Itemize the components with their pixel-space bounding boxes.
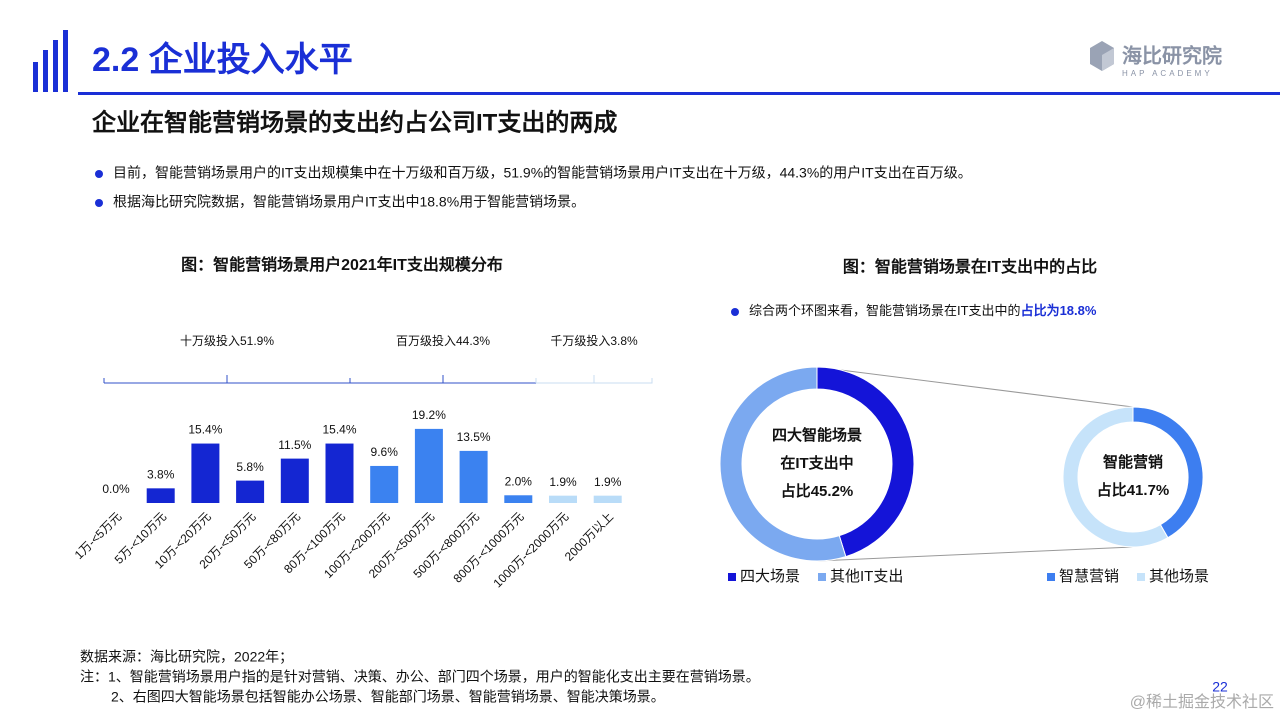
bullet-dot <box>95 199 103 207</box>
bullet-dot <box>95 170 103 178</box>
value-label: 5.8% <box>236 460 264 474</box>
note-text: 综合两个环图来看，智能营销场景在IT支出中的 <box>749 303 1021 318</box>
group-bracket <box>535 375 653 384</box>
bullet: 根据海比研究院数据，智能营销场景用户IT支出中18.8%用于智能营销场景。 <box>113 194 585 210</box>
value-label: 1.9% <box>594 475 622 489</box>
group-bracket <box>103 375 351 384</box>
center-label: 四大智能场景 <box>772 426 862 444</box>
chart-title: 图：智能营销场景在IT支出中的占比 <box>843 257 1097 276</box>
x-tick-label: 1000万-<2000万元 <box>490 509 571 590</box>
value-label: 0.0% <box>102 482 130 496</box>
legend-label: 四大场景 <box>740 568 800 585</box>
legend-swatch <box>728 573 736 581</box>
section-title: 2.2 企业投入水平 <box>92 40 353 79</box>
source: 数据来源：海比研究院，2022年； <box>80 649 293 666</box>
page-number: 22 <box>1212 679 1228 695</box>
logo: 海比研究院 <box>1122 43 1222 67</box>
footnote: 2、右图四大智能场景包括智能办公场景、智能部门场景、智能营销场景、智能决策场景。 <box>111 689 665 705</box>
legend-swatch <box>818 573 826 581</box>
footnote: 注：1、智能营销场景用户指的是针对营销、决策、办公、部门四个场景，用户的智能化支… <box>80 669 760 685</box>
group-label: 百万级投入44.3% <box>396 333 490 348</box>
header-rule <box>78 92 1280 95</box>
center-label: 占比45.2% <box>781 482 854 500</box>
bar <box>280 458 309 503</box>
legend-label: 智慧营销 <box>1059 567 1119 585</box>
value-label: 15.4% <box>322 423 356 437</box>
group-bracket <box>349 375 537 384</box>
logo-icon <box>1090 41 1114 71</box>
center-label: 占比41.7% <box>1097 481 1170 499</box>
legend-label: 其他场景 <box>1149 568 1209 585</box>
value-label: 11.5% <box>278 438 311 452</box>
bar <box>504 495 533 503</box>
logo-sub: HAP ACADEMY <box>1122 69 1213 78</box>
bar <box>236 480 265 503</box>
group-label: 十万级投入51.9% <box>180 333 274 348</box>
donut-slice <box>1062 406 1169 548</box>
bar <box>593 495 622 503</box>
note-emph: 占比为18.8% <box>1021 303 1097 318</box>
value-label: 19.2% <box>412 408 446 422</box>
chart-title: 图：智能营销场景用户2021年IT支出规模分布 <box>181 255 503 274</box>
watermark: @稀土掘金技术社区 <box>1130 693 1274 711</box>
donut-slice <box>719 366 847 562</box>
bar <box>191 443 220 503</box>
donut-slice <box>1132 406 1204 539</box>
legend-label: 其他IT支出 <box>830 568 903 585</box>
bar <box>414 428 443 503</box>
value-label: 9.6% <box>371 445 399 459</box>
value-label: 3.8% <box>147 468 175 482</box>
bar <box>549 495 577 503</box>
bullet: 目前，智能营销场景用户的IT支出规模集中在十万级和百万级，51.9%的智能营销场… <box>113 165 972 181</box>
subtitle: 企业在智能营销场景的支出约占公司IT支出的两成 <box>92 108 617 136</box>
bar <box>325 443 354 503</box>
bar <box>146 488 175 503</box>
legend-swatch <box>1047 573 1055 581</box>
center-label: 在IT支出中 <box>780 454 853 472</box>
bar <box>370 465 399 503</box>
connector <box>816 366 1134 562</box>
chart-note: 综合两个环图来看，智能营销场景在IT支出中的占比为18.8% <box>749 303 1097 318</box>
value-label: 2.0% <box>505 474 533 488</box>
value-label: 1.9% <box>549 475 577 489</box>
header-icon <box>33 30 68 92</box>
value-label: 13.5% <box>457 430 491 444</box>
value-label: 15.4% <box>188 423 222 437</box>
bullet-dot <box>731 308 739 316</box>
center-label: 智能营销 <box>1103 453 1163 471</box>
x-tick-label: 2000万以上 <box>562 509 616 563</box>
group-label: 千万级投入3.8% <box>550 333 638 348</box>
bar <box>459 450 488 503</box>
legend-swatch <box>1137 573 1145 581</box>
